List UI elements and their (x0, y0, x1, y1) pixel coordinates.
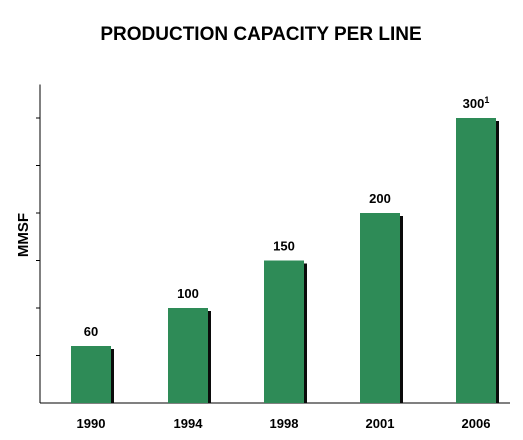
x-tick-label-1994: 1994 (174, 416, 204, 431)
data-label-2006: 3001 (463, 95, 490, 111)
chart-title: PRODUCTION CAPACITY PER LINE (100, 24, 421, 45)
data-label-1990: 60 (84, 324, 98, 339)
data-label-1998: 150 (273, 239, 295, 254)
y-axis-label: MMSF (15, 213, 32, 257)
bar-2001 (360, 213, 400, 403)
x-tick-label-2001: 2001 (366, 416, 395, 431)
data-label-2001: 200 (369, 191, 391, 206)
bar-1994 (168, 308, 208, 403)
bar-1998 (264, 260, 304, 403)
plot-area: 60 1990 100 1994 150 1998 200 2001 3001 2006 (36, 84, 510, 431)
data-label-1994: 100 (177, 286, 199, 301)
bar-2006 (456, 118, 496, 403)
x-tick-label-1998: 1998 (270, 416, 299, 431)
footnote-marker: 1 (484, 95, 489, 105)
bar-1990 (71, 346, 111, 403)
x-tick-label-2006: 2006 (462, 416, 491, 431)
x-tick-label-1990: 1990 (77, 416, 106, 431)
